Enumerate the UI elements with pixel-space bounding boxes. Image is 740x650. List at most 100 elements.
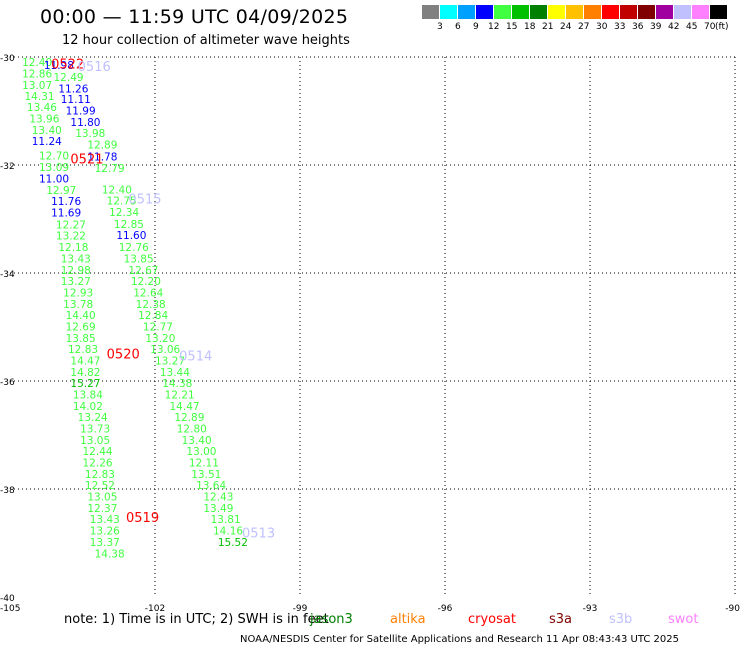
wave-height-value: 11.98 — [44, 60, 74, 72]
wave-height-value: 14.82 — [70, 367, 100, 379]
legend-swatch — [458, 5, 475, 19]
wave-height-value: 13.24 — [78, 412, 108, 424]
wave-height-value: 12.86 — [22, 69, 52, 81]
lon-tick-label: -105 — [0, 604, 20, 614]
wave-height-value: 13.73 — [80, 424, 110, 436]
wave-height-value: 13.09 — [39, 162, 69, 174]
wave-height-value: 11.00 — [39, 174, 69, 186]
footer-note: note: 1) Time is in UTC; 2) SWH is in fe… — [64, 612, 329, 627]
wave-height-value: 13.44 — [160, 367, 190, 379]
wave-height-value: 13.64 — [196, 480, 226, 492]
wave-height-value: 12.76 — [119, 242, 149, 254]
wave-height-value: 12.84 — [138, 310, 168, 322]
pass-number-label: 0515 — [128, 192, 161, 207]
legend-swatch — [494, 5, 511, 19]
legend-swatch — [422, 5, 439, 19]
wave-height-value: 13.27 — [61, 276, 91, 288]
lon-tick-label: -102 — [145, 604, 165, 614]
wave-height-value: 13.40 — [32, 125, 62, 137]
pass-number-label: 0519 — [126, 511, 159, 526]
pass-number-label: 0516 — [78, 60, 111, 75]
wave-height-value: 13.27 — [155, 355, 185, 367]
wave-height-value: 13.43 — [61, 253, 91, 265]
wave-height-value: 13.20 — [145, 333, 175, 345]
wave-height-value: 12.18 — [58, 242, 88, 254]
lat-tick-label: -40 — [0, 594, 15, 604]
pass-number-label: 0520 — [107, 347, 140, 362]
legend-swatch — [530, 5, 547, 19]
page-subtitle: 12 hour collection of altimeter wave hei… — [62, 33, 350, 48]
legend-swatch — [440, 5, 457, 19]
wave-height-value: 13.51 — [191, 469, 221, 481]
pass-number-label: 0521 — [70, 153, 103, 168]
wave-height-value: 12.97 — [46, 185, 76, 197]
wave-height-value: 13.85 — [124, 253, 154, 265]
pass-number-label: 0522 — [51, 57, 84, 72]
legend-swatch — [566, 5, 583, 19]
lon-tick-label: -90 — [725, 604, 740, 614]
color-legend: 3 6 9 12 15 18 21 24 27 30 33 36 39 42 45 70 (ft) — [422, 5, 729, 35]
wave-height-value: 13.81 — [211, 514, 241, 526]
wave-height-value: 14.40 — [66, 310, 96, 322]
wave-height-value: 12.83 — [85, 469, 115, 481]
wave-height-value: 12.34 — [109, 207, 139, 219]
legend-tick-label: 33 — [614, 22, 626, 32]
pass-number-label: 0513 — [242, 527, 275, 542]
wave-height-value: 11.99 — [66, 105, 96, 117]
wave-height-value: 12.69 — [66, 321, 96, 333]
wave-height-value: 12.83 — [68, 344, 98, 356]
wave-height-value: 12.44 — [83, 446, 113, 458]
wave-height-value: 12.38 — [136, 299, 166, 311]
wave-height-value: 12.93 — [63, 287, 93, 299]
wave-height-value: 11.24 — [32, 136, 62, 148]
wave-height-value: 11.11 — [61, 94, 91, 106]
wave-height-value: 11.60 — [116, 230, 146, 242]
wave-height-value: 14.47 — [70, 355, 100, 367]
wave-height-value: 12.67 — [128, 265, 158, 277]
legend-tick-label: 45 — [686, 22, 698, 32]
pass-number-label: 0514 — [179, 350, 212, 365]
legend-tick-label: 36 — [632, 22, 644, 32]
legend-unit: (ft) — [715, 22, 729, 32]
legend-swatch — [548, 5, 565, 19]
wave-height-value: 12.37 — [87, 503, 117, 515]
legend-swatch — [710, 5, 727, 19]
legend-tick-label: 70 — [704, 22, 716, 32]
wave-height-value: 12.21 — [165, 390, 195, 402]
legend-swatch — [512, 5, 529, 19]
page-title: 00:00 — 11:59 UTC 04/09/2025 — [40, 6, 349, 28]
legend-tick-label: 18 — [524, 22, 536, 32]
wave-height-value: 12.77 — [143, 321, 173, 333]
wave-height-value: 12.79 — [95, 163, 125, 175]
wave-height-value: 14.31 — [25, 91, 55, 103]
wave-height-value: 12.27 — [56, 219, 86, 231]
lon-tick-label: -99 — [293, 604, 308, 614]
wave-height-value: 13.06 — [150, 344, 180, 356]
lat-tick-label: -36 — [0, 378, 15, 388]
wave-height-value: 12.89 — [87, 139, 117, 151]
lat-tick-label: -30 — [0, 54, 15, 64]
satellite-label-s3b: s3b — [609, 612, 633, 627]
wave-height-value: 12.70 — [39, 150, 69, 162]
legend-tick-label: 21 — [542, 22, 554, 32]
satellite-label-jason3: jason3 — [310, 612, 353, 627]
wave-height-value: 13.26 — [90, 526, 120, 538]
legend-tick-label: 3 — [437, 22, 443, 32]
legend-swatch — [638, 5, 655, 19]
wave-height-value: 12.43 — [203, 492, 233, 504]
wave-height-value: 14.38 — [162, 378, 192, 390]
lon-tick-label: -96 — [438, 604, 453, 614]
legend-tick-label: 12 — [488, 22, 500, 32]
wave-height-value: 14.16 — [213, 526, 243, 538]
wave-height-value: 13.84 — [73, 390, 103, 402]
satellite-label-altika: altika — [390, 612, 426, 627]
wave-height-value: 12.11 — [189, 458, 219, 470]
axis-tick-labels: -30 -32 -34 -36 -38 -40-105 -102 -99 -96 -93 -90 — [0, 54, 740, 614]
wave-height-value: 13.85 — [66, 333, 96, 345]
wave-height-value: 12.85 — [114, 219, 144, 231]
wave-height-value: 12.98 — [61, 265, 91, 277]
wave-height-value: 12.64 — [133, 287, 163, 299]
credit-line: NOAA/NESDIS Center for Satellite Applica… — [240, 634, 679, 645]
wave-height-value: 15.27 — [70, 378, 100, 390]
